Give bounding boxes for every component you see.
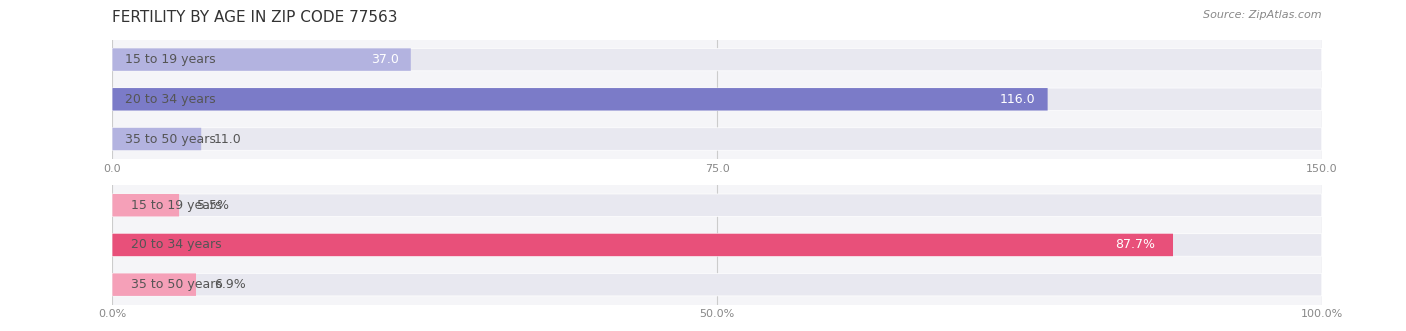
Text: Source: ZipAtlas.com: Source: ZipAtlas.com <box>1204 10 1322 20</box>
FancyBboxPatch shape <box>112 128 201 150</box>
Text: 15 to 19 years: 15 to 19 years <box>131 199 221 212</box>
Text: 11.0: 11.0 <box>214 132 240 146</box>
FancyBboxPatch shape <box>112 194 179 216</box>
Text: 20 to 34 years: 20 to 34 years <box>131 238 221 252</box>
FancyBboxPatch shape <box>112 48 411 71</box>
FancyBboxPatch shape <box>112 234 1173 256</box>
Text: 35 to 50 years: 35 to 50 years <box>131 278 222 291</box>
FancyBboxPatch shape <box>112 194 1322 216</box>
FancyBboxPatch shape <box>112 273 195 296</box>
Text: 37.0: 37.0 <box>371 53 399 66</box>
FancyBboxPatch shape <box>112 88 1047 111</box>
Text: FERTILITY BY AGE IN ZIP CODE 77563: FERTILITY BY AGE IN ZIP CODE 77563 <box>112 10 398 25</box>
Text: 15 to 19 years: 15 to 19 years <box>125 53 215 66</box>
FancyBboxPatch shape <box>112 88 1322 111</box>
Text: 5.5%: 5.5% <box>197 199 229 212</box>
Text: 20 to 34 years: 20 to 34 years <box>125 93 215 106</box>
FancyBboxPatch shape <box>112 273 1322 296</box>
FancyBboxPatch shape <box>112 234 1322 256</box>
FancyBboxPatch shape <box>112 48 1322 71</box>
Text: 35 to 50 years: 35 to 50 years <box>125 132 215 146</box>
FancyBboxPatch shape <box>112 128 1322 150</box>
Text: 6.9%: 6.9% <box>214 278 246 291</box>
Text: 87.7%: 87.7% <box>1115 238 1154 252</box>
Text: 116.0: 116.0 <box>1000 93 1035 106</box>
